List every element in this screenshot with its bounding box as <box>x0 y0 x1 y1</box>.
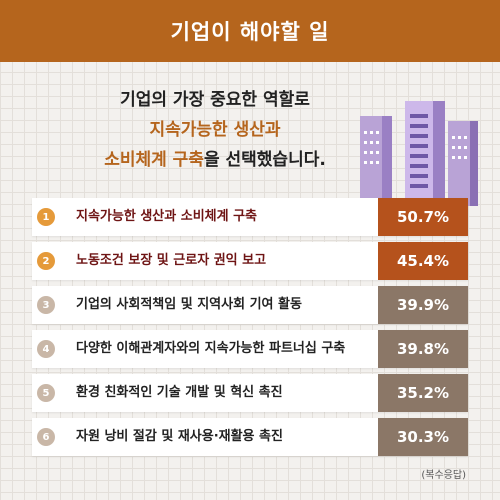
headline-line-1: 기업의 가장 중요한 역할로 <box>120 90 310 110</box>
headline-line-2: 지속가능한 생산과 <box>149 120 281 140</box>
headline-highlight: 소비체계 구축 <box>104 150 204 170</box>
item-label: 지속가능한 생산과 소비체계 구축 <box>76 209 258 224</box>
item-label: 노동조건 보장 및 근로자 권익 보고 <box>76 253 267 268</box>
page-title: 기업이 해야할 일 <box>170 20 330 44</box>
headline-rest: 을 선택했습니다. <box>203 150 326 170</box>
item-value: 45.4% <box>378 242 468 280</box>
item-value: 35.2% <box>378 374 468 412</box>
rank-number: 2 <box>37 252 55 270</box>
item-value: 39.9% <box>378 286 468 324</box>
list-item: 6 자원 낭비 절감 및 재사용·재활용 촉진 30.3% <box>32 418 468 456</box>
item-label: 다양한 이해관계자와의 지속가능한 파트너십 구축 <box>76 341 346 356</box>
list-item: 2 노동조건 보장 및 근로자 권익 보고 45.4% <box>32 242 468 280</box>
item-label: 환경 친화적인 기술 개발 및 혁신 촉진 <box>76 385 283 400</box>
headline-line-3: 소비체계 구축을 선택했습니다. <box>40 145 390 175</box>
item-label: 자원 낭비 절감 및 재사용·재활용 촉진 <box>76 429 283 444</box>
rank-number: 4 <box>37 340 55 358</box>
title-banner: 기업이 해야할 일 <box>0 0 500 62</box>
ranking-list: 1 지속가능한 생산과 소비체계 구축 50.7% 2 노동조건 보장 및 근로자 권익… <box>32 198 468 462</box>
item-label: 기업의 사회적책임 및 지역사회 기여 활동 <box>76 297 302 312</box>
footnote: (복수응답) <box>421 470 466 481</box>
buildings-illustration <box>360 101 478 206</box>
item-value: 30.3% <box>378 418 468 456</box>
headline: 기업의 가장 중요한 역할로 지속가능한 생산과 소비체계 구축을 선택했습니다… <box>40 85 390 175</box>
item-value: 50.7% <box>378 198 468 236</box>
list-item: 1 지속가능한 생산과 소비체계 구축 50.7% <box>32 198 468 236</box>
list-item: 4 다양한 이해관계자와의 지속가능한 파트너십 구축 39.8% <box>32 330 468 368</box>
rank-number: 1 <box>37 208 55 226</box>
item-value: 39.8% <box>378 330 468 368</box>
list-item: 3 기업의 사회적책임 및 지역사회 기여 활동 39.9% <box>32 286 468 324</box>
rank-number: 3 <box>37 296 55 314</box>
rank-number: 6 <box>37 428 55 446</box>
rank-number: 5 <box>37 384 55 402</box>
list-item: 5 환경 친화적인 기술 개발 및 혁신 촉진 35.2% <box>32 374 468 412</box>
